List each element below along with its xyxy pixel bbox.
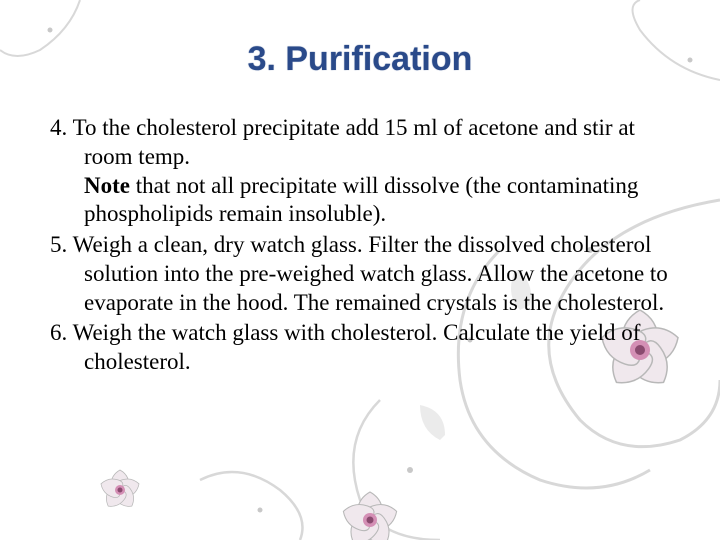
slide-title: 3. Purification (50, 40, 670, 79)
slide-content: 3. Purification 4. To the cholesterol pr… (0, 0, 720, 540)
item-number: 5. (50, 232, 67, 257)
item-number: 6. (50, 320, 67, 345)
note-text: that not all precipitate will dissolve (… (84, 173, 638, 227)
note-label: Note (84, 173, 130, 198)
item-text: Weigh a clean, dry watch glass. Filter t… (73, 232, 668, 315)
item-text: Weigh the watch glass with cholesterol. … (73, 320, 641, 374)
item-number: 4. (50, 115, 67, 140)
list-item: 5. Weigh a clean, dry watch glass. Filte… (50, 231, 670, 317)
list-item: 6. Weigh the watch glass with cholestero… (50, 319, 670, 377)
list-item: 4. To the cholesterol precipitate add 15… (50, 114, 670, 229)
slide-body: 4. To the cholesterol precipitate add 15… (50, 114, 670, 377)
item-text: To the cholesterol precipitate add 15 ml… (73, 115, 635, 169)
